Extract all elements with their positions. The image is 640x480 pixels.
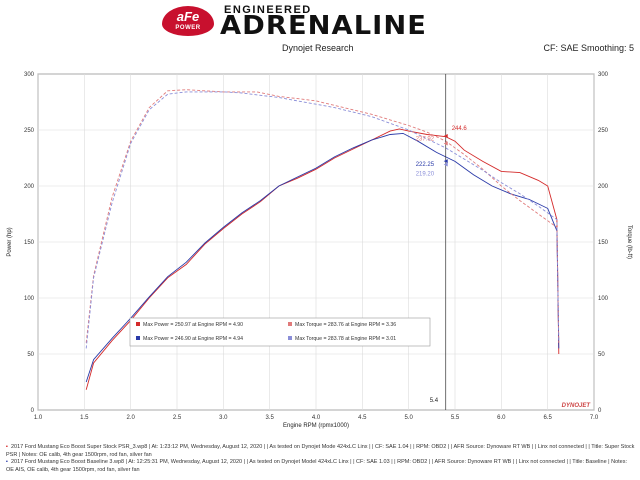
y-tick-label-left: 150 xyxy=(24,240,35,246)
cursor-label: 5.4 xyxy=(430,398,439,404)
y-tick-label-right: 300 xyxy=(598,72,609,78)
legend-entry: Max Torque = 283.78 at Engine RPM = 3.01 xyxy=(295,336,396,342)
y-tick-label-left: 200 xyxy=(24,184,35,190)
legend-box xyxy=(129,317,431,347)
series-line-4 xyxy=(85,91,560,349)
y-tick-label-left: 250 xyxy=(24,128,35,134)
y-tick-label-left: 50 xyxy=(27,352,34,358)
legend-swatch xyxy=(288,336,292,340)
x-tick-label: 5.5 xyxy=(451,415,460,421)
readout-marker xyxy=(443,141,448,146)
x-tick-label: 6.5 xyxy=(543,415,552,421)
y-tick-label-right: 50 xyxy=(598,352,605,358)
readout-value: 244.6 xyxy=(452,126,468,132)
x-tick-label: 4.0 xyxy=(312,415,321,421)
y-tick-label-right: 150 xyxy=(598,240,609,246)
logo-engineered: ENGINEERED xyxy=(224,4,312,16)
run-note: ▪ 2017 Ford Mustang Eco Boost Baseline 3.… xyxy=(6,459,628,473)
legend-entry: Max Torque = 283.76 at Engine RPM = 3.36 xyxy=(295,322,396,328)
readout-marker xyxy=(443,134,448,139)
readout-value: 222.25 xyxy=(416,162,435,168)
dyno-chart: 1.0 1.5 2.0 2.5 3.0 3.5 4.0 4.5 5.0 5.5 6.0 6.5 7.00… xyxy=(7,72,632,429)
y-tick-label-right: 100 xyxy=(598,296,609,302)
series-line-1 xyxy=(85,128,560,390)
readout-value: 237.92 xyxy=(416,137,435,143)
x-tick-label: 6.0 xyxy=(497,415,506,421)
y-tick-label-left: 100 xyxy=(24,296,35,302)
legend-swatch xyxy=(136,336,140,340)
x-tick-label: 2.0 xyxy=(126,415,135,421)
run-notes: ▪ 2017 Ford Mustang Eco Boost Super Stock… xyxy=(6,444,636,474)
y-tick-label-right: 0 xyxy=(598,408,602,414)
legend-swatch xyxy=(288,322,292,326)
run-note: ▪ 2017 Ford Mustang Eco Boost Super Stock… xyxy=(6,444,635,458)
x-axis-label: Engine RPM (rpmx1000) xyxy=(283,423,349,429)
y-tick-label-left: 0 xyxy=(31,408,35,414)
readout-marker xyxy=(443,162,448,167)
x-tick-label: 5.0 xyxy=(404,415,413,421)
y-tick-label-left: 300 xyxy=(24,72,35,78)
y-axis-label-left: Power (hp) xyxy=(7,227,13,256)
y-axis-label-right: Torque (lb-ft) xyxy=(626,225,632,259)
series-line-2 xyxy=(85,132,560,383)
logo-brand-text: aFe xyxy=(176,9,200,24)
run-note-text: 2017 Ford Mustang Eco Boost Super Stock … xyxy=(6,444,635,458)
dyno-vendor-label: Dynojet Research xyxy=(282,43,354,53)
logo-adrenaline: ADRENALINE xyxy=(220,11,427,41)
readout-value: 219.20 xyxy=(416,171,435,177)
afe-power-logo: aFe POWER xyxy=(162,6,214,36)
logo-brand-sub: POWER xyxy=(175,25,201,31)
x-tick-label: 3.0 xyxy=(219,415,228,421)
y-tick-label-right: 250 xyxy=(598,128,609,134)
correction-factor-label: CF: SAE Smoothing: 5 xyxy=(543,43,634,53)
x-tick-label: 1.5 xyxy=(80,415,89,421)
x-tick-label: 3.5 xyxy=(265,415,274,421)
x-tick-label: 4.5 xyxy=(358,415,367,421)
y-tick-label-right: 200 xyxy=(598,184,609,190)
x-tick-label: 7.0 xyxy=(590,415,599,421)
legend-swatch xyxy=(136,322,140,326)
readout-marker xyxy=(443,159,448,164)
dynojet-watermark: DYNOJET xyxy=(562,403,592,409)
x-tick-label: 2.5 xyxy=(173,415,182,421)
run-note-text: 2017 Ford Mustang Eco Boost Baseline 3.w… xyxy=(6,459,628,473)
report-header: aFe POWER ENGINEERED ADRENALINE Dynojet … xyxy=(0,0,640,70)
legend-entry: Max Power = 250.97 at Engine RPM = 4.90 xyxy=(143,322,243,328)
legend-entry: Max Power = 246.90 at Engine RPM = 4.94 xyxy=(143,336,243,342)
x-tick-label: 1.0 xyxy=(34,415,43,421)
